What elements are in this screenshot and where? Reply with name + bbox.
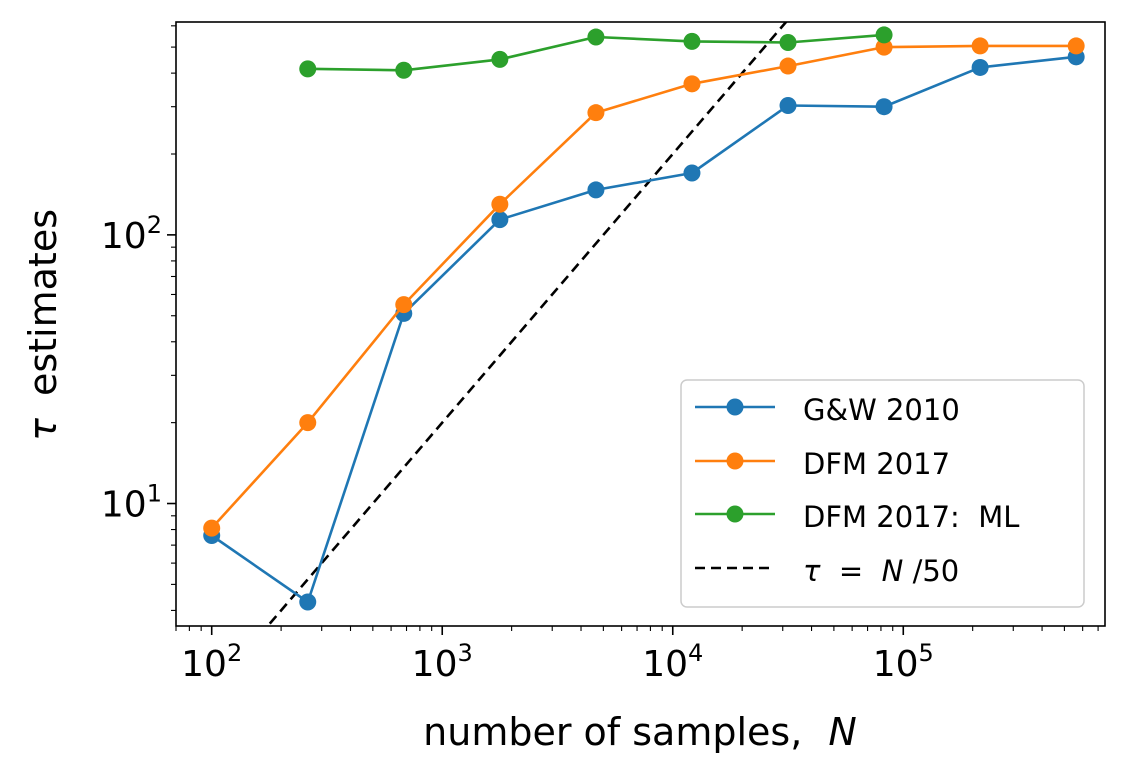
series-0-point: [491, 211, 509, 229]
x-tick-label-base: 10: [642, 644, 688, 685]
series-2-point: [779, 34, 797, 52]
series-2-point: [395, 61, 413, 79]
legend-label-dfm2017-ml: DFM 2017: ML: [803, 500, 1019, 534]
legend-swatch-marker-1: [726, 452, 744, 470]
series-2-point: [299, 60, 317, 78]
x-tick-label-base: 10: [873, 644, 919, 685]
x-tick-label-base: 10: [181, 644, 227, 685]
x-axis-label-text: number of samples,: [423, 710, 802, 754]
series-0-point: [971, 58, 989, 76]
plot-area-frame: [175, 21, 1106, 627]
series-1-point: [875, 38, 893, 56]
series-1-point: [299, 414, 317, 432]
series-0-point: [587, 181, 605, 199]
x-tick-label-exp: 3: [457, 639, 472, 667]
x-tick-label: 105: [873, 639, 934, 685]
y-axis-label: τ estimates: [21, 209, 65, 441]
x-tick-label-exp: 2: [227, 639, 242, 667]
y-axis-label-text: estimates: [21, 209, 65, 396]
series-1-point: [1067, 37, 1085, 55]
series-line-1: [210, 44, 1077, 529]
y-axis-label-var: τ: [21, 417, 65, 441]
y-tick-label: 101: [101, 480, 162, 526]
series-1-point: [971, 37, 989, 55]
series-0-point: [299, 593, 317, 611]
series-2-point: [587, 28, 605, 46]
series-1-point: [587, 104, 605, 122]
x-tick-label: 103: [412, 639, 473, 685]
series-1-point: [491, 195, 509, 213]
legend-ref-tau: τ: [803, 554, 821, 588]
legend: G&W 2010 DFM 2017 DFM 2017: ML τ = N /50: [680, 379, 1085, 608]
legend-label-dfm2017: DFM 2017: [803, 447, 950, 481]
legend-ref-n: N: [882, 554, 904, 588]
legend-swatch-marker-0: [726, 398, 744, 416]
series-1-point: [683, 75, 701, 93]
x-axis-label: number of samples, N: [423, 710, 857, 754]
series-1-point: [203, 519, 221, 537]
series-1-point: [395, 296, 413, 314]
legend-ref-rest: /50: [913, 554, 960, 588]
legend-label-reference: τ = N /50: [803, 554, 959, 588]
series-2-point: [491, 50, 509, 68]
legend-ref-eq: =: [830, 554, 873, 588]
legend-swatch-marker-2: [726, 505, 744, 523]
series-2-point: [683, 32, 701, 50]
y-tick-label-exp: 1: [147, 480, 162, 508]
series-2-point: [875, 26, 893, 44]
y-tick-label: 102: [101, 211, 162, 257]
x-tick-label: 104: [642, 639, 703, 685]
x-tick-label-exp: 5: [919, 639, 934, 667]
series-line-0: [210, 55, 1077, 604]
x-tick-label-base: 10: [412, 644, 458, 685]
y-tick-label-exp: 2: [147, 211, 162, 239]
series-0-point: [779, 97, 797, 115]
series-0-point: [683, 164, 701, 182]
legend-label-gw2010: G&W 2010: [803, 393, 960, 427]
x-axis-label-var: N: [828, 710, 856, 754]
series-0-point: [875, 98, 893, 116]
reference-line-tau-n-over-50: [266, 22, 788, 626]
y-tick-label-base: 10: [101, 485, 147, 526]
y-tick-label-base: 10: [101, 216, 147, 257]
series-1-point: [779, 57, 797, 75]
x-tick-label: 102: [181, 639, 242, 685]
x-tick-label-exp: 4: [688, 639, 703, 667]
legend-box: [680, 379, 1085, 608]
